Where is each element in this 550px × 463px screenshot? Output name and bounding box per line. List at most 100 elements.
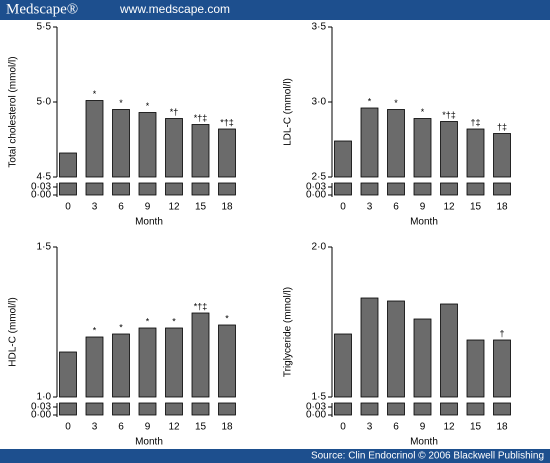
annotation: *†‡ bbox=[194, 301, 208, 311]
x-tick-label: 0 bbox=[65, 202, 71, 213]
bar-stub bbox=[218, 182, 236, 196]
footer bbox=[0, 449, 550, 463]
x-tick-label: 18 bbox=[221, 422, 233, 433]
annotation: * bbox=[146, 316, 150, 326]
annotation: * bbox=[93, 89, 97, 99]
bar-stub bbox=[387, 402, 405, 416]
bar bbox=[413, 318, 432, 398]
bar bbox=[191, 124, 210, 178]
annotation: * bbox=[93, 325, 97, 335]
bar bbox=[165, 118, 183, 178]
bar-stub bbox=[440, 402, 458, 416]
bar bbox=[218, 128, 236, 178]
y-axis-label: LDL-C (mmol/l) bbox=[283, 78, 294, 146]
bar-stub bbox=[59, 182, 77, 196]
bar-stub bbox=[138, 182, 157, 196]
bar-stub bbox=[165, 182, 183, 196]
annotation: *† bbox=[170, 107, 179, 117]
annotation: *†‡ bbox=[442, 110, 456, 120]
annotation: * bbox=[172, 316, 176, 326]
y-tick-label: 0·00 bbox=[31, 190, 51, 201]
annotation: * bbox=[119, 322, 123, 332]
annotation: †‡ bbox=[470, 117, 480, 127]
x-tick-label: 15 bbox=[470, 202, 482, 213]
y-tick-label: 0·00 bbox=[31, 410, 51, 421]
x-tick-label: 9 bbox=[145, 422, 151, 433]
bar-stub bbox=[59, 402, 77, 416]
bar bbox=[466, 339, 485, 398]
bar bbox=[85, 336, 104, 398]
bar-stub bbox=[360, 402, 379, 416]
x-tick-label: 6 bbox=[118, 202, 124, 213]
y-tick-label: 1·5 bbox=[37, 242, 52, 253]
annotation: * bbox=[421, 107, 425, 117]
x-axis-label: Month bbox=[135, 217, 163, 228]
x-tick-label: 6 bbox=[393, 202, 399, 213]
bar bbox=[218, 324, 236, 398]
bar bbox=[334, 333, 352, 398]
x-tick-label: 6 bbox=[393, 422, 399, 433]
annotation: * bbox=[146, 101, 150, 111]
logo: Medscape® bbox=[6, 1, 78, 17]
annotation: †‡ bbox=[497, 122, 507, 132]
bar-stub bbox=[466, 402, 485, 416]
annotation: * bbox=[368, 96, 372, 106]
bar-stub bbox=[387, 182, 405, 196]
y-axis-label: Total cholesterol (mmol/l) bbox=[8, 56, 19, 167]
x-tick-label: 12 bbox=[443, 422, 455, 433]
y-tick-label: 2·5 bbox=[312, 172, 327, 183]
bar-stub bbox=[191, 182, 210, 196]
bar-stub bbox=[466, 182, 485, 196]
bar bbox=[440, 121, 458, 178]
bar bbox=[112, 333, 130, 398]
y-tick-label: 5·5 bbox=[37, 22, 52, 33]
y-tick-label: 3·5 bbox=[312, 22, 327, 33]
y-tick-label: 1·5 bbox=[312, 392, 327, 403]
annotation: *†‡ bbox=[194, 113, 208, 123]
y-axis-label: Triglyceride (mmol/l) bbox=[283, 287, 294, 377]
bar-stub bbox=[493, 402, 511, 416]
x-tick-label: 18 bbox=[496, 202, 508, 213]
y-tick-label: 0·00 bbox=[306, 190, 326, 201]
x-tick-label: 0 bbox=[340, 202, 346, 213]
site-url[interactable]: www.medscape.com bbox=[119, 2, 230, 16]
annotation: * bbox=[119, 98, 123, 108]
annotation: * bbox=[394, 98, 398, 108]
bar bbox=[466, 128, 485, 178]
x-tick-label: 0 bbox=[340, 422, 346, 433]
x-tick-label: 9 bbox=[420, 202, 426, 213]
y-tick-label: 0·03 bbox=[31, 182, 51, 193]
bar bbox=[493, 133, 511, 178]
x-tick-label: 15 bbox=[195, 422, 207, 433]
x-axis-label: Month bbox=[410, 437, 438, 448]
y-tick-label: 0·00 bbox=[306, 410, 326, 421]
y-tick-label: 2·0 bbox=[312, 242, 327, 253]
y-tick-label: 0·03 bbox=[306, 402, 326, 413]
bar-stub bbox=[360, 182, 379, 196]
annotation: * bbox=[225, 313, 229, 323]
x-axis-label: Month bbox=[410, 217, 438, 228]
x-tick-label: 6 bbox=[118, 422, 124, 433]
bar bbox=[112, 109, 130, 178]
bar-stub bbox=[85, 182, 104, 196]
bar-stub bbox=[191, 402, 210, 416]
bar-stub bbox=[165, 402, 183, 416]
bar bbox=[387, 300, 405, 398]
bar bbox=[165, 327, 183, 398]
x-tick-label: 15 bbox=[195, 202, 207, 213]
y-tick-label: 5·0 bbox=[37, 97, 52, 108]
bar-stub bbox=[112, 402, 130, 416]
bar-stub bbox=[493, 182, 511, 196]
y-tick-label: 1·0 bbox=[37, 392, 52, 403]
bar-stub bbox=[85, 402, 104, 416]
bar bbox=[493, 339, 511, 398]
bar-stub bbox=[112, 182, 130, 196]
y-axis-label: HDL-C (mmol/l) bbox=[8, 297, 19, 366]
bar-stub bbox=[218, 402, 236, 416]
x-tick-label: 18 bbox=[221, 202, 233, 213]
bar bbox=[138, 112, 157, 178]
x-tick-label: 18 bbox=[496, 422, 508, 433]
x-tick-label: 0 bbox=[65, 422, 71, 433]
x-tick-label: 12 bbox=[168, 422, 180, 433]
